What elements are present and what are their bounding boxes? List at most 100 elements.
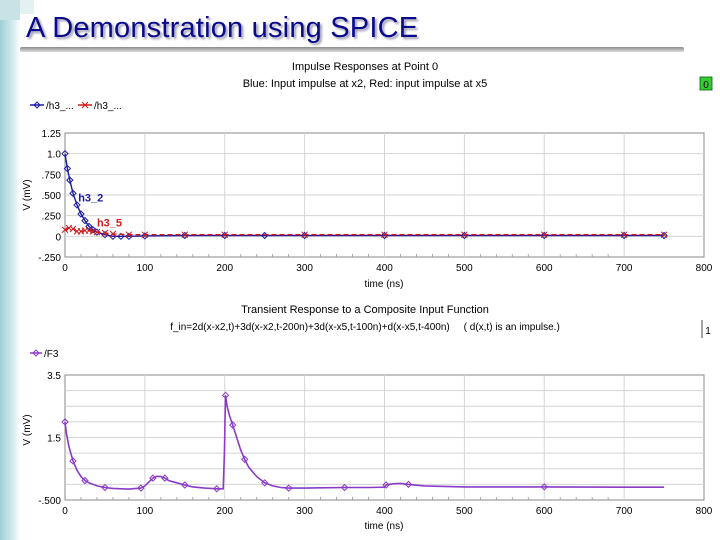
- title-underline: [20, 47, 684, 52]
- data-point: [660, 231, 668, 240]
- slide-left-band: [0, 0, 20, 540]
- chart1-title: Impulse Responses at Point 0: [292, 61, 438, 73]
- chart2-legend: /F3: [30, 349, 59, 360]
- chart1-subtitle: Blue: Input impulse at x2, Red: input im…: [243, 78, 488, 90]
- x-tick-label: 700: [616, 506, 633, 517]
- data-point: [461, 231, 468, 239]
- data-point: [221, 231, 229, 239]
- y-tick-label: .250: [42, 212, 62, 223]
- data-point: [93, 228, 101, 236]
- x-tick-label: 300: [296, 263, 313, 274]
- data-point: [404, 480, 413, 489]
- data-point: [241, 455, 249, 464]
- x-tick-label: 0: [62, 506, 68, 517]
- data-point: [540, 483, 548, 491]
- legend-label-series-2: /h3_...: [94, 101, 122, 112]
- x-tick-label: 600: [536, 506, 553, 517]
- x-tick-label: 400: [376, 506, 393, 517]
- data-point: [181, 231, 189, 239]
- legend-marker-x: [81, 101, 89, 109]
- x-tick-label: 200: [216, 506, 233, 517]
- data-point: [229, 421, 237, 429]
- data-point: [260, 479, 269, 487]
- data-point: [85, 227, 93, 234]
- data-point: [213, 485, 221, 493]
- chart2-ylabel: V (mV): [22, 414, 33, 445]
- chart1-xlabel: time (ns): [365, 279, 404, 290]
- y-tick-label: 1.0: [47, 150, 61, 161]
- legend-label-series-1: /h3_...: [46, 101, 74, 112]
- data-point: [81, 476, 89, 485]
- data-point: [93, 228, 101, 236]
- chart1-side-tag: 0: [703, 80, 709, 91]
- data-point: [61, 226, 69, 234]
- y-tick-label: 1.5: [47, 434, 61, 445]
- y-tick-label: 3.5: [47, 371, 61, 382]
- data-point: [149, 474, 157, 482]
- data-point: [61, 149, 69, 158]
- x-tick-label: 800: [696, 506, 713, 517]
- data-point: [63, 164, 72, 173]
- data-point: [85, 222, 93, 231]
- x-tick-label: 200: [216, 263, 233, 274]
- y-tick-label: 0: [55, 232, 61, 243]
- data-point: [221, 391, 230, 400]
- x-tick-label: 300: [296, 506, 313, 517]
- data-point: [125, 231, 133, 239]
- y-tick-label: 1.25: [42, 129, 62, 140]
- data-point: [620, 231, 628, 239]
- data-point: [69, 189, 77, 198]
- series-annotation-h3_5: h3_5: [97, 217, 122, 229]
- x-tick-label: 500: [456, 506, 473, 517]
- data-point: [117, 232, 125, 241]
- series-annotation-h3_2: h3_2: [78, 193, 103, 205]
- chart2-subtitle: f_in=2d(x-x2,t)+3d(x-x2,t-200n)+3d(x-x5,…: [170, 322, 560, 333]
- x-tick-label: 800: [696, 263, 713, 274]
- x-tick-label: 400: [376, 263, 393, 274]
- legend-label-f3: /F3: [44, 349, 59, 360]
- x-tick-label: 700: [616, 263, 633, 274]
- x-tick-label: 500: [456, 263, 473, 274]
- data-point: [81, 216, 89, 225]
- chart1-ylabel: V (mV): [22, 179, 33, 210]
- data-point: [73, 201, 81, 209]
- data-point: [101, 483, 109, 492]
- data-point: [66, 176, 74, 184]
- y-tick-label: .500: [42, 191, 62, 202]
- legend-marker-diamond: [32, 349, 40, 357]
- data-point: [340, 483, 349, 492]
- chart2-side-tag: 1: [705, 326, 711, 337]
- x-tick-label: 100: [137, 263, 154, 274]
- data-point: [89, 228, 97, 235]
- data-point: [381, 231, 388, 239]
- data-point: [101, 229, 109, 237]
- data-point: [382, 481, 390, 489]
- chart2-xlabel: time (ns): [365, 521, 404, 532]
- data-point: [69, 225, 77, 233]
- plot-area-group: 0 100 200 300 400 500 600 700 800 -.250 0 .250 .500.…: [38, 129, 713, 517]
- data-point: [161, 474, 169, 482]
- chart2-title: Transient Response to a Composite Input …: [241, 304, 489, 316]
- x-tick-label: 600: [536, 263, 553, 274]
- slide-title: A Demonstration using SPICE: [26, 12, 419, 44]
- x-tick-label: 100: [137, 506, 154, 517]
- legend-marker-diamond: [33, 101, 41, 109]
- data-point: [540, 231, 548, 239]
- data-point: [77, 228, 85, 235]
- chart1-legend: /h3_... /h3_...: [30, 101, 122, 112]
- chart1-side-tag-box: [699, 76, 713, 91]
- data-point: [181, 481, 189, 489]
- y-tick-label: -.250: [38, 253, 61, 264]
- y-tick-label: -.500: [38, 496, 61, 507]
- data-point: [109, 230, 117, 238]
- slide-corner-square-small: [20, 0, 34, 14]
- data-point: [61, 418, 69, 426]
- data-point: [141, 231, 149, 239]
- data-point: [65, 224, 73, 232]
- data-point: [284, 484, 293, 492]
- data-point: [69, 457, 77, 465]
- y-tick-label: .750: [42, 170, 62, 181]
- slide-corner-square: [0, 0, 20, 20]
- data-point: [660, 231, 668, 239]
